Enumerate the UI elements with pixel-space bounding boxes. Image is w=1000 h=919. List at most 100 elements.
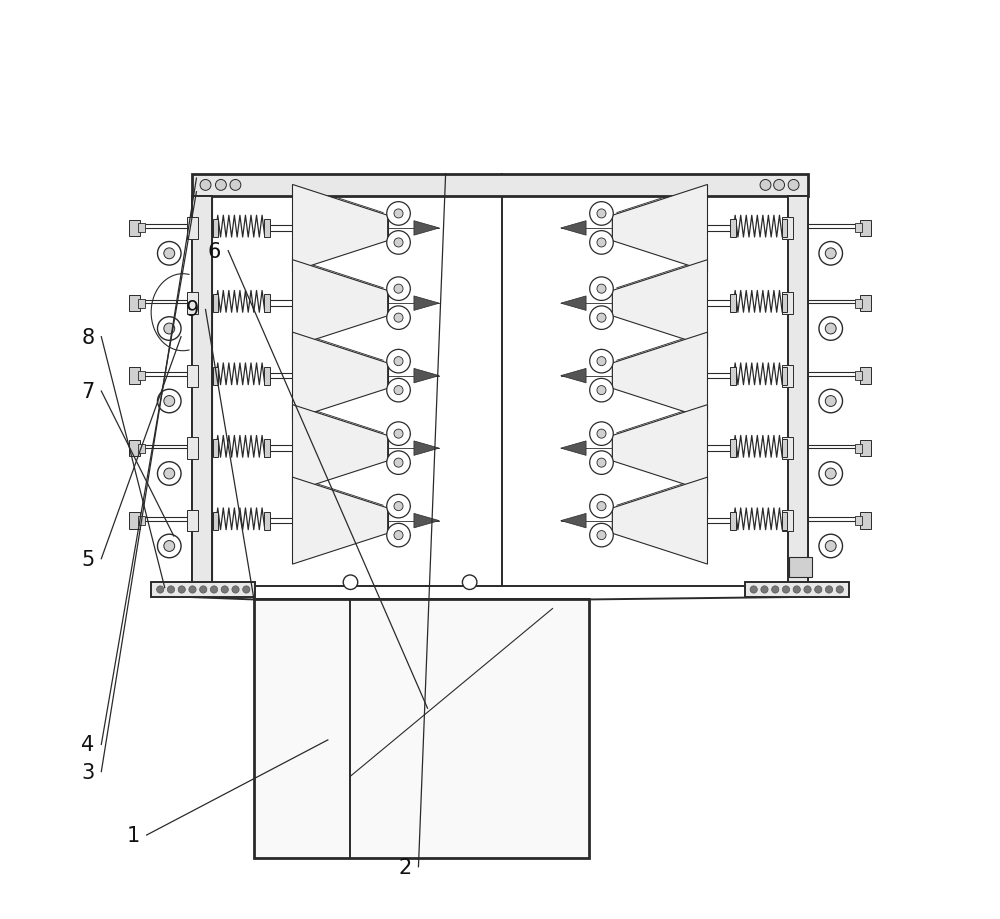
Circle shape bbox=[387, 278, 410, 301]
Bar bbox=[213, 439, 218, 458]
Circle shape bbox=[157, 317, 181, 341]
Text: 8: 8 bbox=[81, 327, 94, 347]
Bar bbox=[187, 437, 198, 460]
Circle shape bbox=[164, 249, 175, 259]
Circle shape bbox=[167, 586, 175, 594]
Circle shape bbox=[200, 586, 207, 594]
Bar bbox=[213, 220, 218, 238]
Circle shape bbox=[825, 249, 836, 259]
Circle shape bbox=[597, 239, 606, 248]
Bar bbox=[129, 440, 140, 457]
Text: 9: 9 bbox=[185, 301, 199, 320]
Bar bbox=[129, 513, 140, 529]
Bar bbox=[187, 218, 198, 240]
Circle shape bbox=[387, 451, 410, 475]
Circle shape bbox=[750, 586, 757, 594]
Circle shape bbox=[200, 180, 211, 191]
Polygon shape bbox=[293, 260, 388, 347]
Bar bbox=[254, 600, 589, 857]
Text: 5: 5 bbox=[81, 549, 94, 569]
Bar bbox=[138, 444, 145, 453]
Circle shape bbox=[597, 313, 606, 323]
Circle shape bbox=[819, 535, 843, 558]
Circle shape bbox=[836, 586, 843, 594]
Polygon shape bbox=[612, 405, 707, 492]
Circle shape bbox=[597, 357, 606, 367]
Circle shape bbox=[394, 313, 403, 323]
Text: 3: 3 bbox=[81, 762, 94, 782]
Bar bbox=[264, 368, 270, 385]
Polygon shape bbox=[414, 221, 439, 236]
Polygon shape bbox=[561, 441, 586, 456]
Circle shape bbox=[189, 586, 196, 594]
Polygon shape bbox=[414, 441, 439, 456]
Bar bbox=[730, 512, 736, 530]
Bar bbox=[860, 440, 871, 457]
Bar bbox=[782, 220, 787, 238]
Circle shape bbox=[819, 243, 843, 266]
Circle shape bbox=[164, 396, 175, 407]
Circle shape bbox=[815, 586, 822, 594]
Circle shape bbox=[210, 586, 218, 594]
Polygon shape bbox=[612, 478, 707, 564]
Circle shape bbox=[462, 575, 477, 590]
Polygon shape bbox=[293, 333, 388, 420]
Circle shape bbox=[157, 586, 164, 594]
Circle shape bbox=[819, 390, 843, 414]
Polygon shape bbox=[561, 297, 586, 311]
Circle shape bbox=[157, 535, 181, 558]
Circle shape bbox=[387, 232, 410, 255]
Circle shape bbox=[387, 307, 410, 330]
Bar bbox=[264, 295, 270, 312]
Circle shape bbox=[597, 285, 606, 294]
Bar bbox=[855, 224, 862, 233]
Bar bbox=[730, 368, 736, 385]
Polygon shape bbox=[612, 186, 707, 272]
Bar bbox=[213, 368, 218, 385]
Circle shape bbox=[394, 285, 403, 294]
Circle shape bbox=[243, 586, 250, 594]
Bar bbox=[782, 366, 793, 387]
Circle shape bbox=[387, 494, 410, 518]
Circle shape bbox=[793, 586, 800, 594]
Circle shape bbox=[157, 390, 181, 414]
Circle shape bbox=[590, 524, 613, 548]
Polygon shape bbox=[612, 333, 707, 420]
Bar bbox=[782, 218, 793, 240]
Bar bbox=[187, 366, 198, 387]
Circle shape bbox=[394, 239, 403, 248]
Circle shape bbox=[772, 586, 779, 594]
Circle shape bbox=[178, 586, 185, 594]
Circle shape bbox=[164, 469, 175, 480]
Circle shape bbox=[825, 396, 836, 407]
Bar bbox=[855, 371, 862, 380]
Circle shape bbox=[394, 459, 403, 468]
Bar bbox=[192, 197, 212, 586]
Bar bbox=[782, 368, 787, 385]
Bar bbox=[187, 293, 198, 314]
Circle shape bbox=[804, 586, 811, 594]
Bar bbox=[151, 583, 255, 597]
Circle shape bbox=[597, 210, 606, 219]
Bar bbox=[192, 197, 808, 586]
Circle shape bbox=[230, 180, 241, 191]
Bar bbox=[782, 512, 787, 530]
Polygon shape bbox=[293, 186, 388, 272]
Bar bbox=[138, 224, 145, 233]
Circle shape bbox=[387, 379, 410, 403]
Circle shape bbox=[394, 502, 403, 511]
Circle shape bbox=[597, 531, 606, 540]
Circle shape bbox=[597, 459, 606, 468]
Bar bbox=[860, 513, 871, 529]
Circle shape bbox=[760, 180, 771, 191]
Circle shape bbox=[157, 462, 181, 486]
Polygon shape bbox=[414, 369, 439, 383]
Circle shape bbox=[164, 323, 175, 335]
Polygon shape bbox=[561, 514, 586, 528]
Circle shape bbox=[221, 586, 228, 594]
Circle shape bbox=[597, 502, 606, 511]
Circle shape bbox=[215, 180, 226, 191]
Bar bbox=[782, 510, 793, 532]
Circle shape bbox=[394, 531, 403, 540]
Circle shape bbox=[164, 541, 175, 551]
